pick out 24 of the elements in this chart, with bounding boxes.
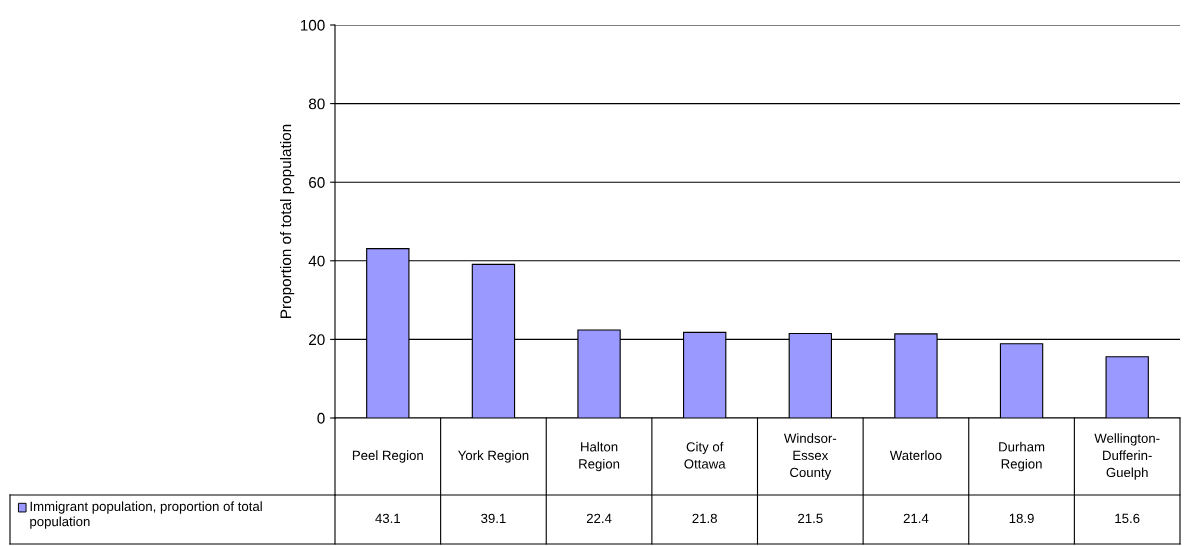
x-tick-label: City of Ottawa	[684, 441, 726, 469]
y-tick-label: 40	[308, 255, 325, 267]
data-label: 39.1	[481, 513, 506, 524]
data-label: 22.4	[586, 513, 612, 523]
data-label: 43.1	[375, 513, 401, 524]
x-tick-label: Halton Region	[579, 441, 620, 472]
legend-label: Immigrant population, proportion of total population	[30, 501, 262, 529]
data-label: 21.4	[903, 513, 929, 523]
data-label: 21.5	[798, 513, 823, 524]
data-label: 21.8	[692, 513, 717, 524]
x-tick-label: York Region	[458, 450, 529, 463]
x-tick-label: Waterloo	[889, 450, 942, 461]
y-tick-label: 20	[309, 334, 325, 346]
x-tick-label: Windsor-Essex County	[783, 433, 837, 480]
x-tick-label: Peel Region	[352, 450, 423, 463]
data-label: 15.6	[1115, 513, 1140, 524]
y-tick-label: 60	[309, 177, 325, 188]
y-axis-title: Proportion of total population	[279, 124, 295, 318]
x-tick-label: Durham Region	[999, 441, 1045, 472]
data-label: 18.9	[1009, 513, 1034, 524]
x-tick-label: Wellington-Dufferin-Guelph	[1094, 433, 1160, 480]
y-tick-label: 0	[317, 412, 325, 424]
y-tick-label: 80	[308, 98, 325, 110]
y-tick-label: 100	[300, 19, 325, 31]
